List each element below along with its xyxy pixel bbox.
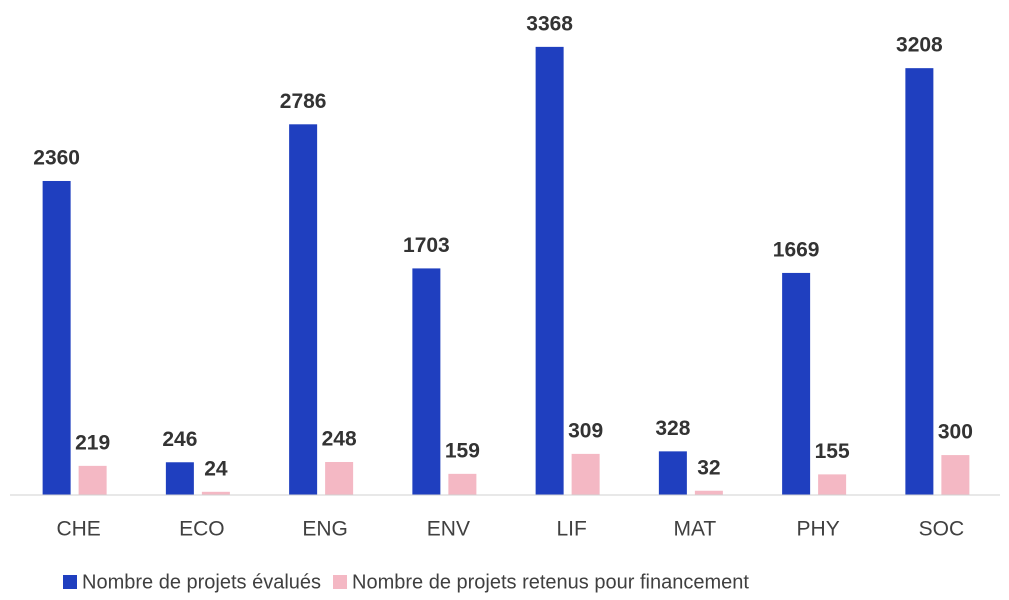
legend-label: Nombre de projets évalués — [82, 571, 321, 593]
bar — [571, 453, 600, 495]
x-tick-label: ECO — [179, 518, 225, 541]
bar — [201, 491, 230, 495]
legend-label: Nombre de projets retenus pour financeme… — [352, 571, 749, 593]
value-label: 3368 — [526, 12, 573, 35]
x-tick-label: LIF — [556, 518, 586, 541]
bar — [42, 180, 71, 495]
bar — [289, 124, 318, 495]
value-label: 328 — [655, 417, 690, 440]
bar — [941, 455, 970, 495]
value-label: 2360 — [33, 147, 80, 170]
bar — [694, 490, 723, 495]
bar — [325, 462, 354, 495]
value-label: 32 — [697, 456, 720, 479]
value-label: 2786 — [280, 90, 327, 113]
x-tick-label: ENV — [427, 518, 470, 541]
bar — [818, 474, 847, 495]
value-label: 219 — [75, 431, 110, 454]
bar — [448, 473, 477, 495]
x-tick-label: CHE — [56, 518, 100, 541]
value-label: 3208 — [896, 34, 943, 57]
x-tick-label: MAT — [673, 518, 716, 541]
value-label: 24 — [204, 457, 228, 480]
legend-swatch — [333, 575, 348, 589]
value-label: 155 — [815, 440, 850, 463]
bar — [535, 46, 564, 495]
value-label: 248 — [322, 428, 357, 451]
x-tick-label: ENG — [302, 518, 348, 541]
bar — [412, 268, 441, 495]
bar — [78, 465, 107, 495]
legend-swatch — [63, 575, 77, 589]
bar — [658, 451, 687, 495]
bar — [905, 68, 934, 495]
value-label: 246 — [162, 428, 197, 451]
value-label: 1669 — [773, 238, 820, 261]
value-label: 309 — [568, 419, 603, 442]
bar — [782, 272, 811, 495]
x-tick-label: SOC — [919, 518, 965, 541]
bar — [165, 462, 194, 495]
value-label: 1703 — [403, 234, 450, 257]
value-label: 159 — [445, 439, 480, 462]
x-tick-label: PHY — [797, 518, 840, 541]
value-label: 300 — [938, 421, 973, 444]
